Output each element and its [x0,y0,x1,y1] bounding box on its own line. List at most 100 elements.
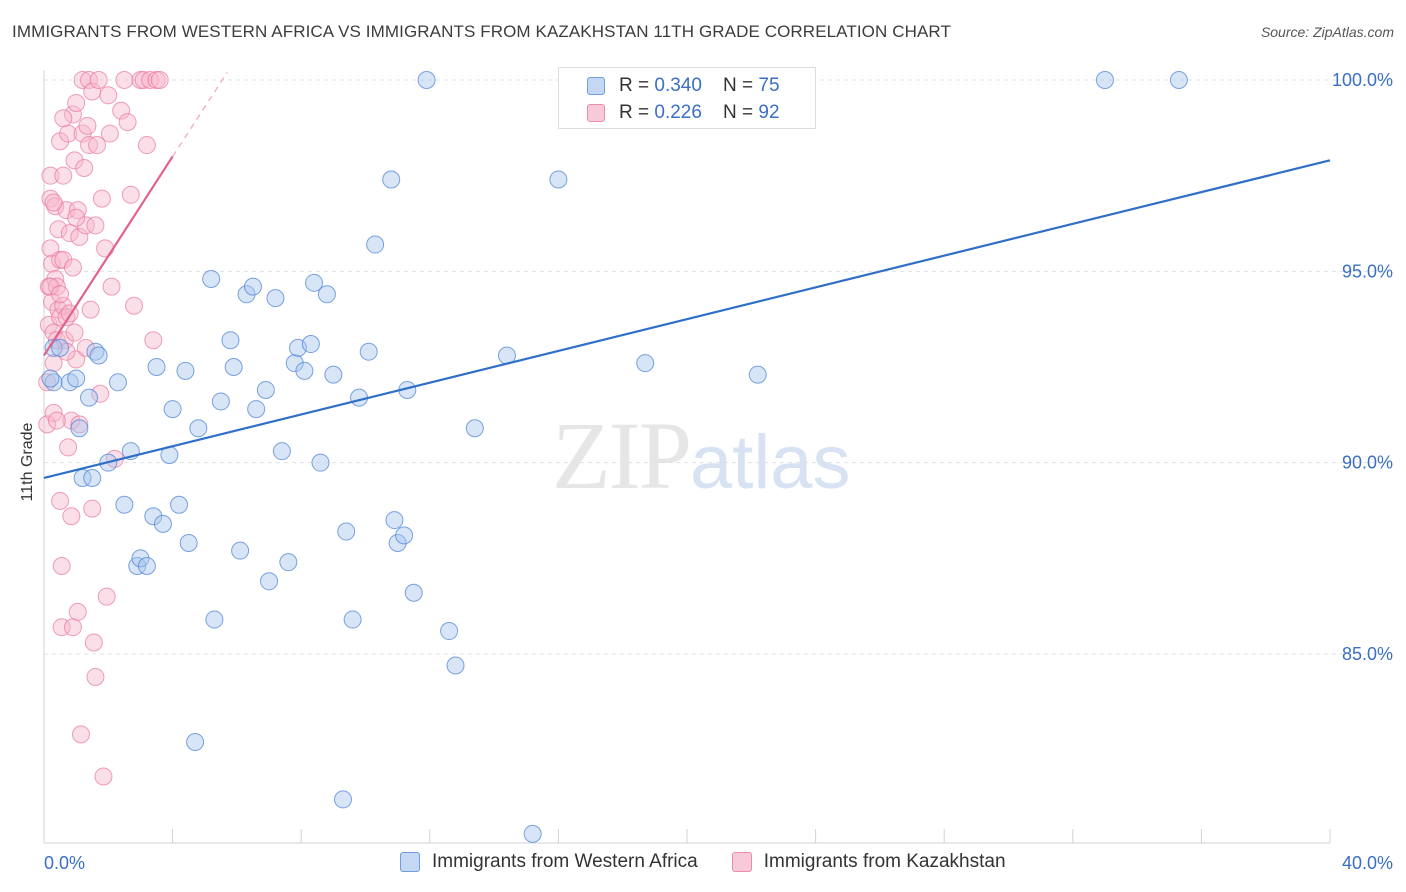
western-africa-point [153,514,172,533]
legend-row-western-africa: R = 0.340 N = 75 [587,73,780,99]
grid-lines [44,79,1390,655]
kazakhstan-point [49,220,68,239]
kazakhstan-point [73,71,92,89]
kazakhstan-points [38,71,169,786]
watermark-zip: ZIP [552,402,692,509]
western-africa-point [359,342,378,361]
western-africa-point [295,361,314,380]
legend-r-value-kazakhstan: 0.226 [654,102,702,123]
western-africa-point [385,511,404,530]
kazakhstan-point [41,166,60,185]
kazakhstan-point [67,350,86,369]
kazakhstan-point [51,285,70,304]
kazakhstan-point [44,354,63,373]
western-africa-point [224,358,243,376]
kazakhstan-point [54,166,73,185]
kazakhstan-point [54,109,73,128]
western-africa-point [343,610,362,629]
kazakhstan-point [121,185,140,204]
kazakhstan-point [65,151,84,170]
kazakhstan-trend-extension [172,72,228,157]
western-africa-point [417,71,436,89]
western-africa-point [211,392,230,411]
western-africa-point [170,495,189,514]
kazakhstan-point [38,415,57,434]
western-africa-point [205,610,224,629]
kazakhstan-point [65,323,84,342]
kazakhstan-point [141,71,160,89]
kazakhstan-trend-line [43,155,174,357]
western-africa-point [186,733,205,752]
western-africa-point [51,338,70,357]
western-africa-point [333,790,352,809]
kazakhstan-point [70,227,89,246]
kazakhstan-point [76,216,95,235]
tick-labels: 100.0% 95.0% 90.0% 85.0% 0.0% 40.0% [44,70,1393,873]
x-tick-label: 40.0% [1342,853,1393,873]
y-tick-label: 100.0% [1332,70,1393,90]
western-africa-point [70,419,89,438]
western-africa-point [446,656,465,675]
series-legend-western-africa: Immigrants from Western Africa [400,851,698,873]
western-africa-point [549,170,568,189]
western-africa-point [337,522,356,541]
kazakhstan-point [99,86,118,105]
legend-swatch-blue [587,77,605,95]
chart-title: IMMIGRANTS FROM WESTERN AFRICA VS IMMIGR… [12,22,951,41]
series-legend-kazakhstan: Immigrants from Kazakhstan [731,851,1006,873]
western-africa-point [366,235,385,254]
western-africa-point [147,358,166,376]
western-africa-point [311,453,330,472]
kazakhstan-point [112,101,131,120]
kazakhstan-point [71,725,90,744]
kazakhstan-point [92,189,111,208]
trend-lines [43,72,1331,480]
source-credit: Source: ZipAtlas.com [1260,24,1394,40]
kazakhstan-point [60,224,79,243]
kazakhstan-point [70,415,89,434]
western-africa-point [440,622,459,641]
western-africa-point [382,170,401,189]
western-africa-point [324,365,343,384]
legend-n-value-western-africa: 75 [758,75,780,96]
kazakhstan-point [96,239,115,258]
western-africa-point [176,361,195,380]
kazakhstan-point [78,116,97,135]
western-africa-point [523,824,542,843]
x-tick-label: 0.0% [44,853,85,873]
western-africa-point [279,553,298,572]
western-africa-point [189,419,208,438]
legend-swatch-pink [587,104,605,122]
kazakhstan-point [62,507,81,526]
western-africa-point [636,354,655,373]
western-africa-point [272,442,291,461]
western-africa-point [202,269,221,288]
kazakhstan-point [41,277,60,296]
kazakhstan-point [59,438,78,457]
kazakhstan-point [67,208,86,227]
series-legend: Immigrants from Western Africa Immigrant… [400,851,1040,873]
series-swatch-pink [731,852,752,872]
kazakhstan-point [137,136,156,155]
legend-row-kazakhstan: R = 0.226 N = 92 [587,100,780,126]
kazakhstan-point [91,384,110,403]
series-label-western-africa: Immigrants from Western Africa [432,851,698,872]
kazakhstan-point [83,499,102,518]
western-africa-point [221,331,240,350]
kazakhstan-point [51,491,70,510]
kazakhstan-point [89,71,108,89]
y-tick-label: 85.0% [1342,644,1393,664]
western-africa-point [108,373,127,392]
legend-text-kazakhstan: R = 0.226 N = 92 [619,102,780,123]
kazakhstan-point [81,300,100,319]
kazakhstan-point [63,258,82,277]
western-africa-point [41,369,60,388]
western-africa-point [266,289,285,308]
western-africa-point [247,400,266,419]
series-label-kazakhstan: Immigrants from Kazakhstan [763,851,1006,872]
western-africa-point [80,388,99,407]
western-africa-point [67,369,86,388]
western-africa-point [465,419,484,438]
western-africa-point [179,534,198,553]
western-africa-point [1169,71,1188,89]
